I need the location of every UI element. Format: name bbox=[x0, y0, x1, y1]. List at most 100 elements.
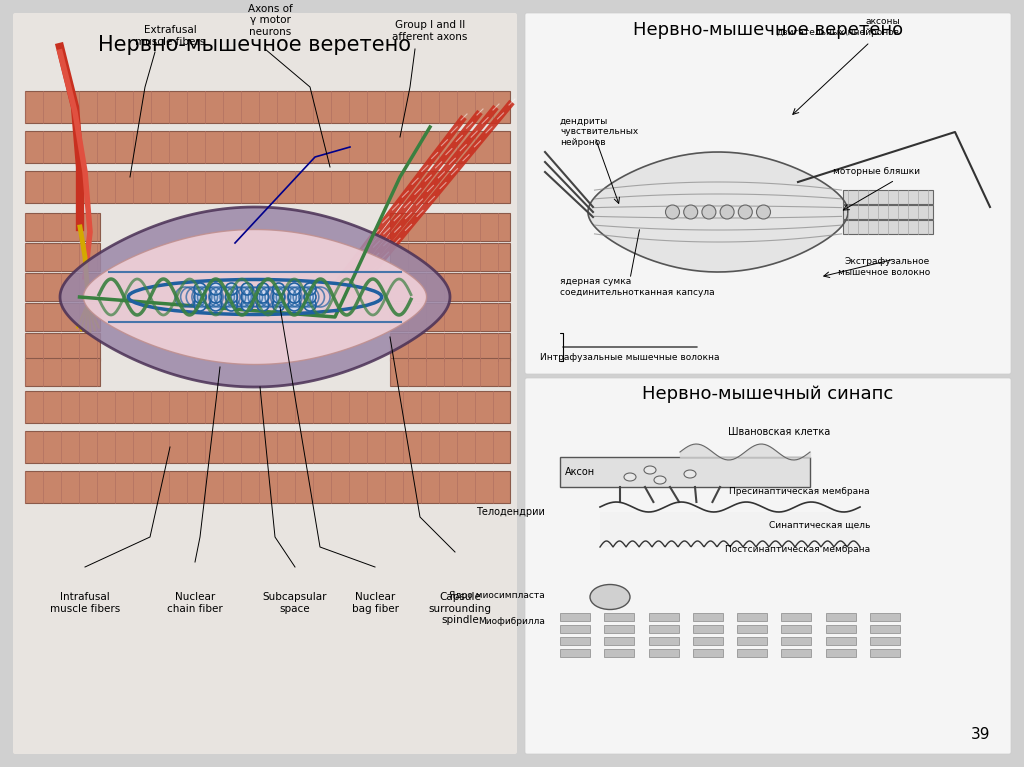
Bar bbox=[390, 273, 510, 301]
Bar bbox=[604, 625, 634, 633]
Circle shape bbox=[241, 299, 253, 311]
Bar bbox=[390, 333, 510, 361]
Circle shape bbox=[241, 291, 253, 303]
Text: ядерная сумка
соединительнотканная капсула: ядерная сумка соединительнотканная капсу… bbox=[560, 278, 715, 297]
Text: Capsule
surrounding
spindle: Capsule surrounding spindle bbox=[428, 592, 492, 625]
Bar bbox=[604, 649, 634, 657]
Circle shape bbox=[272, 283, 285, 295]
Circle shape bbox=[210, 291, 222, 303]
Bar bbox=[25, 243, 100, 271]
Bar bbox=[390, 358, 510, 386]
Text: Синаптическая щель: Синаптическая щель bbox=[769, 521, 870, 529]
Bar bbox=[693, 625, 723, 633]
Bar bbox=[870, 625, 900, 633]
Text: дендриты
чувствительных
нейронов: дендриты чувствительных нейронов bbox=[560, 117, 638, 147]
Circle shape bbox=[257, 283, 269, 295]
Ellipse shape bbox=[684, 470, 696, 478]
Bar bbox=[781, 613, 811, 621]
Text: Нервно-мышечное веретено: Нервно-мышечное веретено bbox=[633, 21, 903, 39]
Bar bbox=[870, 649, 900, 657]
Bar bbox=[737, 637, 767, 645]
Bar bbox=[25, 431, 510, 463]
Circle shape bbox=[210, 299, 222, 311]
Text: Нервно-мышечный синапс: Нервно-мышечный синапс bbox=[642, 385, 894, 403]
Circle shape bbox=[257, 291, 269, 303]
Bar bbox=[870, 637, 900, 645]
Text: Nuclear
bag fiber: Nuclear bag fiber bbox=[351, 592, 398, 614]
Bar bbox=[693, 649, 723, 657]
Circle shape bbox=[666, 205, 680, 219]
Bar bbox=[693, 613, 723, 621]
Text: Group I and II
afferent axons: Group I and II afferent axons bbox=[392, 21, 468, 42]
Bar bbox=[604, 613, 634, 621]
Circle shape bbox=[701, 205, 716, 219]
Circle shape bbox=[289, 283, 300, 295]
Circle shape bbox=[257, 299, 269, 311]
Text: Subcapsular
space: Subcapsular space bbox=[263, 592, 328, 614]
Circle shape bbox=[720, 205, 734, 219]
Text: Axons of
γ motor
neurons: Axons of γ motor neurons bbox=[248, 4, 293, 37]
Text: 39: 39 bbox=[971, 727, 990, 742]
Bar bbox=[560, 649, 590, 657]
Bar bbox=[600, 512, 860, 547]
Circle shape bbox=[289, 299, 300, 311]
Polygon shape bbox=[588, 152, 848, 272]
Bar bbox=[825, 637, 856, 645]
Bar bbox=[870, 613, 900, 621]
Circle shape bbox=[225, 291, 238, 303]
Text: Пресинаптическая мембрана: Пресинаптическая мембрана bbox=[729, 488, 870, 496]
Bar bbox=[25, 391, 510, 423]
Bar bbox=[25, 171, 510, 203]
Bar bbox=[390, 303, 510, 331]
Bar bbox=[781, 649, 811, 657]
Circle shape bbox=[272, 299, 285, 311]
Circle shape bbox=[304, 291, 316, 303]
Circle shape bbox=[194, 299, 206, 311]
Bar bbox=[737, 649, 767, 657]
Circle shape bbox=[738, 205, 753, 219]
FancyBboxPatch shape bbox=[525, 378, 1011, 754]
Bar bbox=[825, 613, 856, 621]
Text: Ядро миосимпласта: Ядро миосимпласта bbox=[450, 591, 545, 600]
Circle shape bbox=[757, 205, 770, 219]
Bar bbox=[560, 625, 590, 633]
Text: Нервно-мышечное веретено: Нервно-мышечное веретено bbox=[98, 35, 412, 55]
Circle shape bbox=[684, 205, 697, 219]
Text: аксоны
двигательных\ннейронов: аксоны двигательных\ннейронов bbox=[777, 18, 900, 37]
Bar bbox=[825, 625, 856, 633]
FancyBboxPatch shape bbox=[13, 13, 517, 754]
Bar bbox=[560, 637, 590, 645]
Bar bbox=[604, 637, 634, 645]
Text: моторные бляшки: моторные бляшки bbox=[833, 167, 920, 176]
Circle shape bbox=[225, 283, 238, 295]
Circle shape bbox=[241, 283, 253, 295]
Text: Телодендрии: Телодендрии bbox=[476, 507, 545, 517]
Circle shape bbox=[194, 283, 206, 295]
Ellipse shape bbox=[590, 584, 630, 610]
Bar bbox=[737, 613, 767, 621]
Ellipse shape bbox=[624, 473, 636, 481]
Bar bbox=[648, 637, 679, 645]
Ellipse shape bbox=[644, 466, 656, 474]
Bar bbox=[648, 613, 679, 621]
Bar bbox=[825, 649, 856, 657]
Text: Экстрафузальное
мышечное волокно: Экстрафузальное мышечное волокно bbox=[838, 257, 930, 277]
Bar bbox=[843, 220, 933, 234]
Text: Extrafusal
muscle fibers: Extrafusal muscle fibers bbox=[135, 25, 205, 47]
Bar bbox=[25, 333, 100, 361]
Bar bbox=[25, 131, 510, 163]
Circle shape bbox=[272, 291, 285, 303]
Circle shape bbox=[225, 299, 238, 311]
Bar bbox=[781, 637, 811, 645]
Text: Интрафузальные мышечные волокна: Интрафузальные мышечные волокна bbox=[541, 353, 720, 361]
Bar bbox=[390, 243, 510, 271]
Bar bbox=[648, 625, 679, 633]
Text: Аксон: Аксон bbox=[565, 467, 595, 477]
Bar bbox=[648, 649, 679, 657]
Bar bbox=[25, 213, 100, 241]
Bar bbox=[25, 273, 100, 301]
Text: Intrafusal
muscle fibers: Intrafusal muscle fibers bbox=[50, 592, 120, 614]
Bar bbox=[843, 190, 933, 204]
Text: Миофибрилла: Миофибрилла bbox=[478, 617, 545, 627]
Circle shape bbox=[194, 291, 206, 303]
